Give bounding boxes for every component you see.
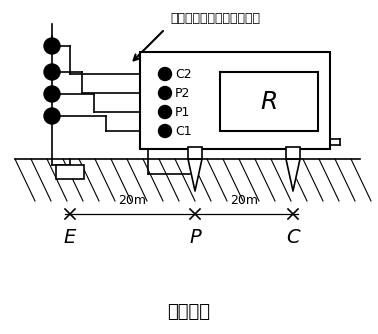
Text: C2: C2: [175, 67, 192, 80]
Text: E: E: [64, 228, 76, 247]
Text: 20m: 20m: [118, 194, 147, 207]
Text: P2: P2: [175, 87, 191, 100]
Bar: [286, 147, 300, 159]
Polygon shape: [286, 159, 300, 191]
Circle shape: [44, 38, 60, 54]
Circle shape: [44, 108, 60, 124]
Circle shape: [158, 106, 172, 119]
Bar: [56, 165, 84, 179]
Text: R: R: [260, 90, 278, 114]
Text: P1: P1: [175, 106, 191, 119]
Bar: [188, 147, 202, 159]
Bar: [140, 52, 330, 149]
Text: C1: C1: [175, 125, 192, 138]
Text: 20m: 20m: [230, 194, 258, 207]
Bar: [220, 72, 318, 131]
Text: 图（一）: 图（一）: [167, 303, 211, 321]
Text: P: P: [189, 228, 201, 247]
Text: C: C: [286, 228, 300, 247]
Circle shape: [158, 87, 172, 100]
Circle shape: [158, 67, 172, 80]
Text: 与被保护的电气设备断开！: 与被保护的电气设备断开！: [170, 11, 260, 24]
Circle shape: [158, 125, 172, 138]
Polygon shape: [188, 159, 202, 191]
Circle shape: [44, 64, 60, 80]
Circle shape: [44, 86, 60, 102]
